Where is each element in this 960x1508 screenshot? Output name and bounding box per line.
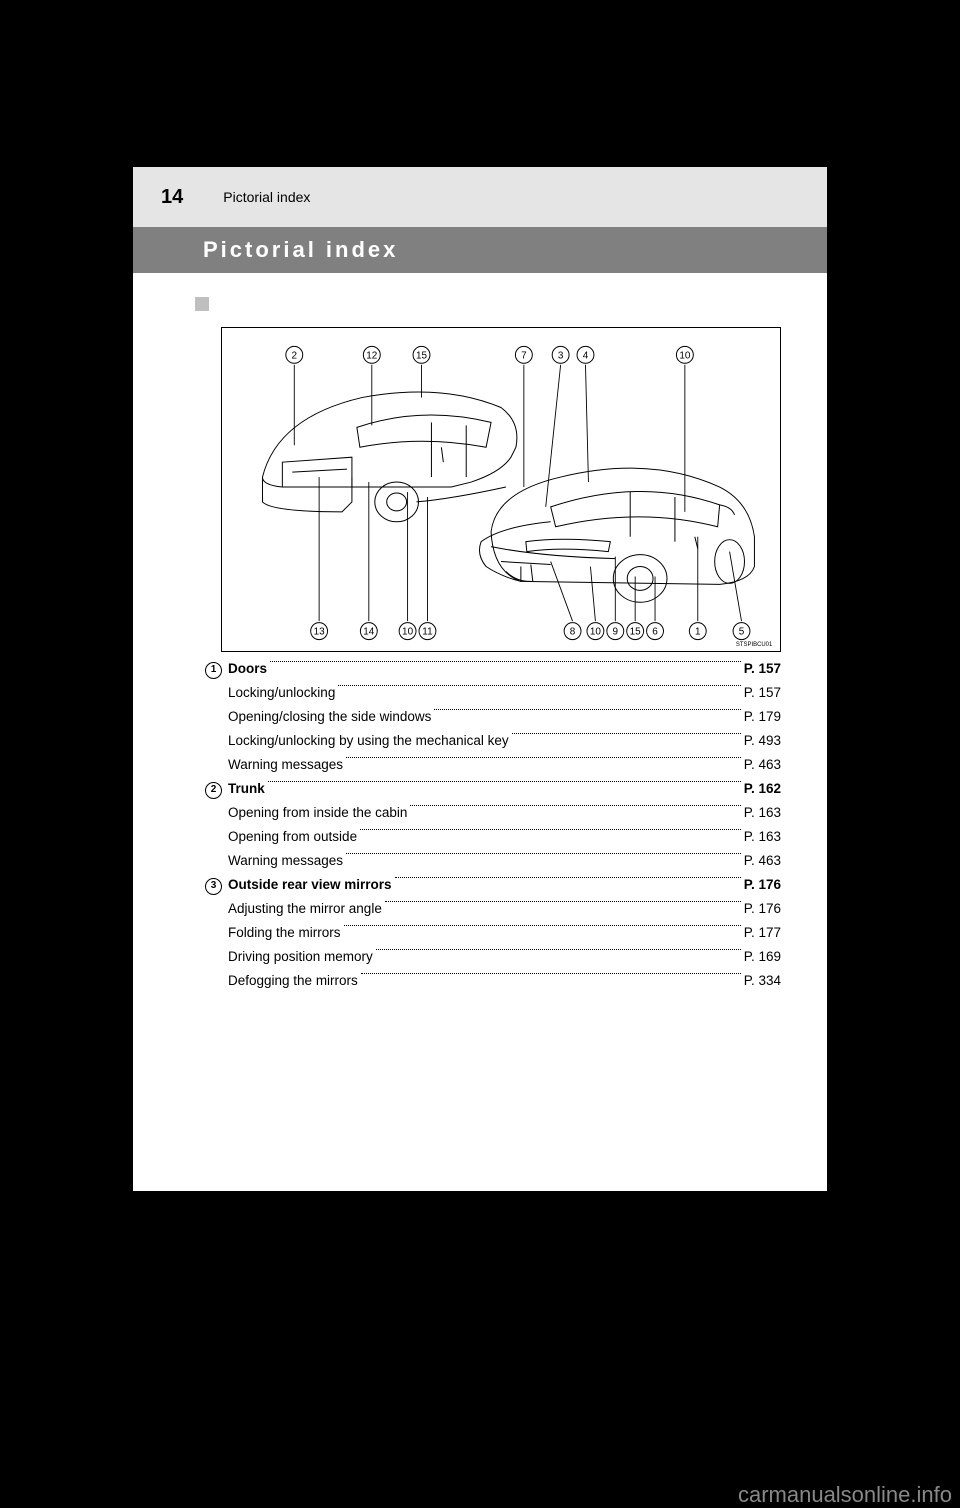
leader-dots [344, 925, 741, 926]
callout-number: 5 [739, 627, 745, 638]
entry-page-ref: P. 463 [744, 757, 781, 772]
entry-label: Warning messages [228, 853, 343, 868]
entry-page-ref: P. 163 [744, 829, 781, 844]
entry-page-ref: P. 179 [744, 709, 781, 724]
callout-number: 13 [314, 627, 326, 638]
callout-number: 2 [292, 350, 298, 361]
page-header: 14 Pictorial index [133, 167, 827, 227]
entry-number-badge: 3 [205, 878, 222, 895]
index-entry-sub: Locking/unlocking P. 157 [228, 685, 781, 707]
callout-number: 10 [679, 350, 691, 361]
index-entry-sub: Opening/closing the side windows P. 179 [228, 709, 781, 731]
callout-number: 14 [363, 627, 375, 638]
figure-code: STSPIBCU01 [736, 642, 773, 648]
index-entry-sub: Opening from outside P. 163 [228, 829, 781, 851]
page-title: Pictorial index [203, 237, 398, 263]
entry-label: Opening from outside [228, 829, 357, 844]
page-title-bar: Pictorial index [133, 227, 827, 273]
index-entry-sub: Opening from inside the cabin P. 163 [228, 805, 781, 827]
entry-label: Opening from inside the cabin [228, 805, 407, 820]
callout-number: 15 [416, 350, 428, 361]
leader-dots [346, 853, 741, 854]
leader-dots [346, 757, 741, 758]
leader-dots [395, 877, 741, 878]
entry-page-ref: P. 163 [744, 805, 781, 820]
callout-number: 8 [570, 627, 576, 638]
entry-page-ref: P. 157 [744, 661, 781, 676]
callout-number: 11 [422, 627, 433, 638]
entry-label: Opening/closing the side windows [228, 709, 431, 724]
leader-dots [268, 781, 741, 782]
leader-dots [376, 949, 741, 950]
index-entries: 1 Doors P. 157 Locking/unlocking P. 157 Openi… [205, 661, 781, 997]
index-entry-sub: Driving position memory P. 169 [228, 949, 781, 971]
watermark: carmanualsonline.info [738, 1482, 952, 1508]
callout-number: 1 [695, 627, 701, 638]
entry-page-ref: P. 176 [744, 901, 781, 916]
callout-number: 9 [613, 627, 619, 638]
entry-label: Adjusting the mirror angle [228, 901, 382, 916]
leader-dots [361, 973, 741, 974]
index-entry-sub: Defogging the mirrors P. 334 [228, 973, 781, 995]
entry-number-badge: 2 [205, 782, 222, 799]
entry-page-ref: P. 157 [744, 685, 781, 700]
manual-page: 14 Pictorial index Pictorial index [133, 167, 827, 1191]
vehicle-diagram-svg: 212157341013141011810915615 STSPIBCU01 [222, 328, 780, 651]
callout-number: 3 [558, 350, 564, 361]
index-entry-sub: Adjusting the mirror angle P. 176 [228, 901, 781, 923]
callout-number: 10 [590, 627, 602, 638]
entry-label: Locking/unlocking by using the mechanica… [228, 733, 509, 748]
index-entry-sub: Folding the mirrors P. 177 [228, 925, 781, 947]
page-number: 14 [161, 186, 183, 209]
entry-label: Locking/unlocking [228, 685, 335, 700]
leader-dots [410, 805, 740, 806]
entry-page-ref: P. 334 [744, 973, 781, 988]
index-entry-sub: Warning messages P. 463 [228, 853, 781, 875]
entry-label: Doors [228, 661, 267, 676]
callout-number: 7 [521, 350, 527, 361]
leader-dots [360, 829, 741, 830]
index-entry-sub: Warning messages P. 463 [228, 757, 781, 779]
entry-label: Warning messages [228, 757, 343, 772]
leader-dots [512, 733, 741, 734]
entry-label: Folding the mirrors [228, 925, 341, 940]
car-front-outline [479, 468, 754, 602]
entry-page-ref: P. 169 [744, 949, 781, 964]
callout-number: 10 [402, 627, 414, 638]
index-entry-heading: 3 Outside rear view mirrors P. 176 [205, 877, 781, 899]
entry-page-ref: P. 162 [744, 781, 781, 796]
index-entry-heading: 2 Trunk P. 162 [205, 781, 781, 803]
entry-page-ref: P. 463 [744, 853, 781, 868]
entry-label: Trunk [228, 781, 265, 796]
section-marker [195, 297, 209, 311]
entry-label: Outside rear view mirrors [228, 877, 392, 892]
header-section-label: Pictorial index [223, 189, 310, 205]
entry-label: Defogging the mirrors [228, 973, 358, 988]
leader-dots [385, 901, 741, 902]
entry-page-ref: P. 493 [744, 733, 781, 748]
callout-number: 4 [583, 350, 589, 361]
leader-dots [338, 685, 740, 686]
vehicle-diagram: 212157341013141011810915615 STSPIBCU01 [221, 327, 781, 652]
entry-page-ref: P. 176 [744, 877, 781, 892]
leader-dots [434, 709, 740, 710]
callout-number: 6 [652, 627, 658, 638]
callout-number: 12 [366, 350, 378, 361]
entry-page-ref: P. 177 [744, 925, 781, 940]
leader-dots [270, 661, 741, 662]
entry-number-badge: 1 [205, 662, 222, 679]
callout-number: 15 [630, 627, 642, 638]
car-rear-outline [262, 392, 516, 522]
index-entry-heading: 1 Doors P. 157 [205, 661, 781, 683]
index-entry-sub: Locking/unlocking by using the mechanica… [228, 733, 781, 755]
entry-label: Driving position memory [228, 949, 373, 964]
